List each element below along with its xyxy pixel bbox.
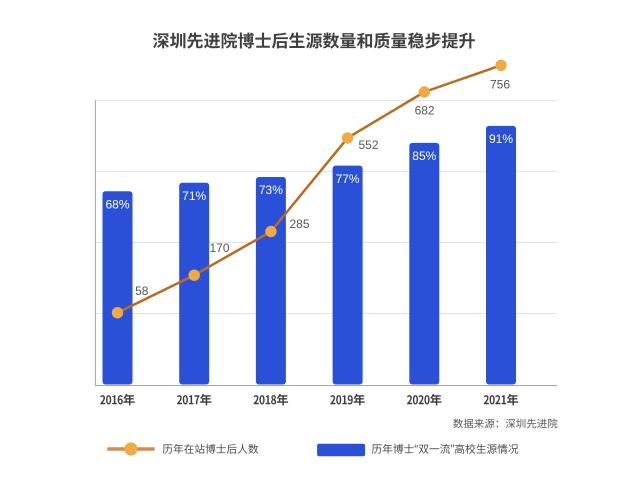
svg-text:71%: 71% [182, 189, 206, 203]
svg-text:73%: 73% [259, 183, 283, 197]
svg-text:170: 170 [209, 241, 229, 255]
svg-text:85%: 85% [412, 149, 436, 163]
svg-text:68%: 68% [105, 197, 129, 211]
svg-text:756: 756 [490, 78, 510, 92]
svg-text:682: 682 [415, 104, 435, 118]
svg-text:58: 58 [135, 284, 149, 298]
svg-text:77%: 77% [336, 172, 360, 186]
svg-text:91%: 91% [489, 132, 513, 146]
svg-text:552: 552 [358, 138, 378, 152]
svg-text:285: 285 [289, 217, 309, 231]
